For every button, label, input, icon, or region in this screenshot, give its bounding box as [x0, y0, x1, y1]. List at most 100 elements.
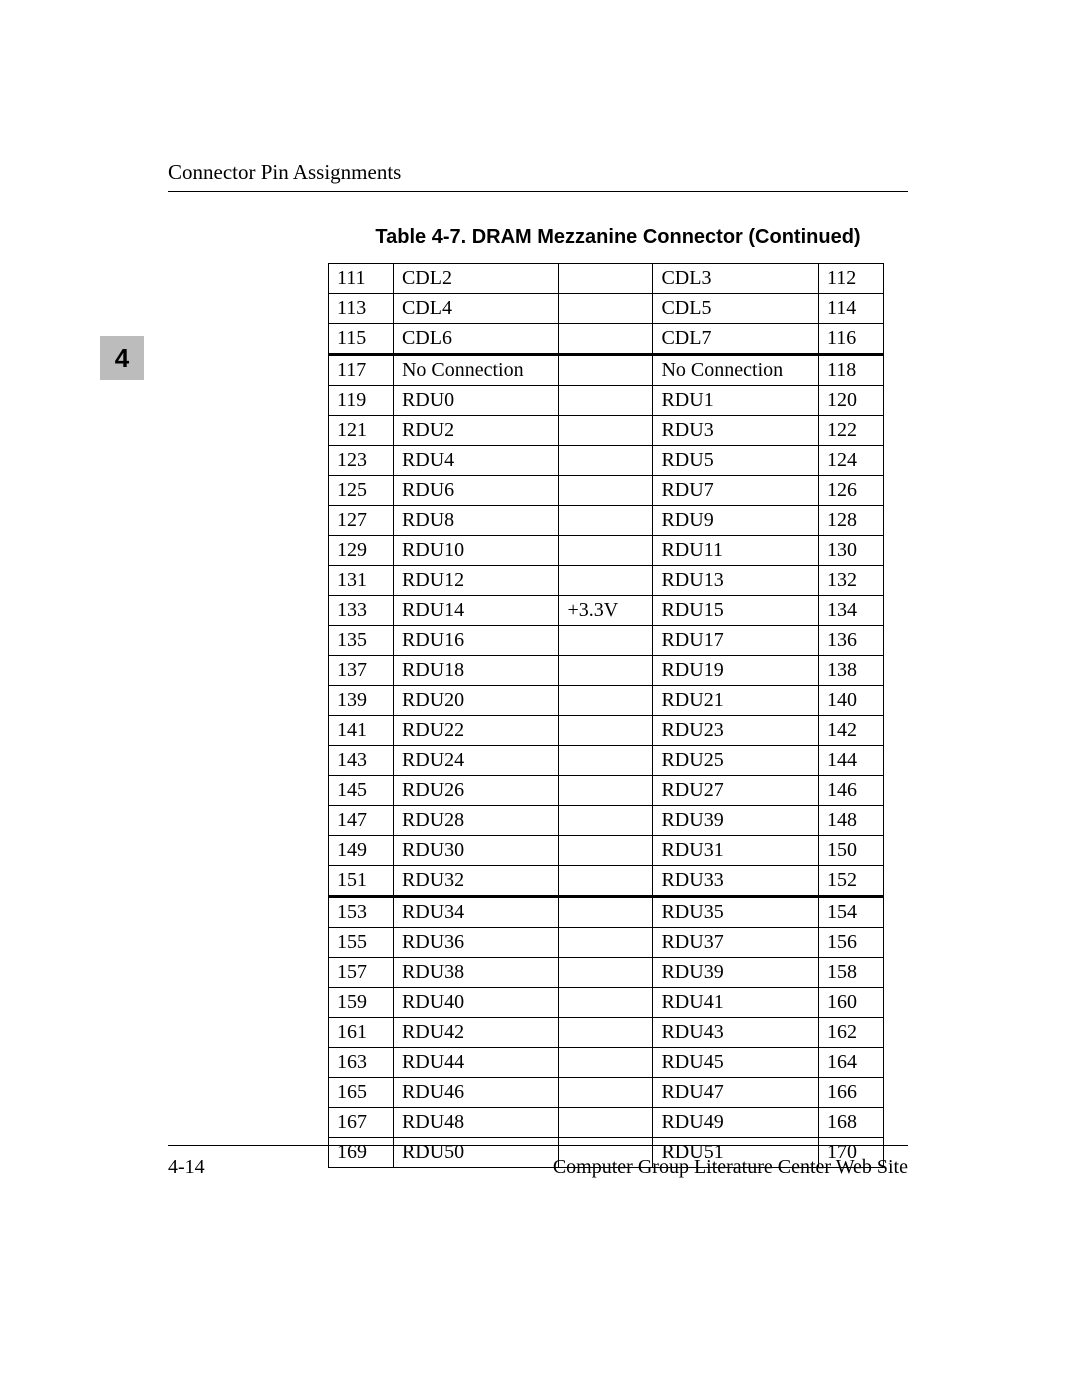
table-cell: RDU22 — [393, 716, 559, 746]
table-cell: 139 — [329, 686, 394, 716]
table-row: 127RDU8RDU9128 — [329, 506, 884, 536]
table-cell: 145 — [329, 776, 394, 806]
table-cell: 162 — [819, 1018, 884, 1048]
table-row: 147RDU28RDU39148 — [329, 806, 884, 836]
table-cell: RDU33 — [653, 866, 819, 897]
table-cell — [559, 416, 653, 446]
page-header: Connector Pin Assignments — [168, 160, 908, 192]
table-cell: 136 — [819, 626, 884, 656]
table-cell — [559, 897, 653, 928]
table-cell — [559, 566, 653, 596]
table-cell: 158 — [819, 958, 884, 988]
table-cell: RDU44 — [393, 1048, 559, 1078]
table-cell: RDU37 — [653, 928, 819, 958]
table-cell: CDL3 — [653, 264, 819, 294]
table-cell: RDU41 — [653, 988, 819, 1018]
table-row: 129RDU10RDU11130 — [329, 536, 884, 566]
table-cell: 121 — [329, 416, 394, 446]
table-cell — [559, 294, 653, 324]
table-cell: RDU14 — [393, 596, 559, 626]
table-cell — [559, 656, 653, 686]
table-cell — [559, 716, 653, 746]
table-cell — [559, 355, 653, 386]
table-cell — [559, 264, 653, 294]
table-cell: RDU12 — [393, 566, 559, 596]
table-cell — [559, 386, 653, 416]
table-cell: 119 — [329, 386, 394, 416]
pin-table: 111CDL2CDL3112113CDL4CDL5114115CDL6CDL71… — [328, 263, 884, 1168]
table-cell: RDU23 — [653, 716, 819, 746]
table-cell: RDU16 — [393, 626, 559, 656]
table-cell — [559, 776, 653, 806]
table-cell: RDU30 — [393, 836, 559, 866]
table-cell: RDU7 — [653, 476, 819, 506]
table-cell: RDU38 — [393, 958, 559, 988]
table-cell: 141 — [329, 716, 394, 746]
table-cell: RDU18 — [393, 656, 559, 686]
table-cell: RDU1 — [653, 386, 819, 416]
table-cell: 151 — [329, 866, 394, 897]
table-cell: RDU0 — [393, 386, 559, 416]
table-cell: 153 — [329, 897, 394, 928]
table-row: 149RDU30RDU31150 — [329, 836, 884, 866]
table-cell: RDU20 — [393, 686, 559, 716]
table-cell: 131 — [329, 566, 394, 596]
table-cell: 159 — [329, 988, 394, 1018]
table-cell — [559, 988, 653, 1018]
table-row: 137RDU18RDU19138 — [329, 656, 884, 686]
table-cell: 163 — [329, 1048, 394, 1078]
table-cell — [559, 1018, 653, 1048]
table-row: 161RDU42RDU43162 — [329, 1018, 884, 1048]
table-cell: 122 — [819, 416, 884, 446]
table-cell: 152 — [819, 866, 884, 897]
table-cell — [559, 686, 653, 716]
table-cell: RDU10 — [393, 536, 559, 566]
table-cell: 160 — [819, 988, 884, 1018]
table-row: 115CDL6CDL7116 — [329, 324, 884, 355]
table-row: 121RDU2RDU3122 — [329, 416, 884, 446]
table-cell — [559, 1048, 653, 1078]
chapter-tab: 4 — [100, 336, 144, 380]
table-cell: 124 — [819, 446, 884, 476]
table-cell — [559, 506, 653, 536]
table-cell: 132 — [819, 566, 884, 596]
table-row: 151RDU32 RDU33152 — [329, 866, 884, 897]
table-row: 125RDU6RDU7126 — [329, 476, 884, 506]
table-cell: 156 — [819, 928, 884, 958]
table-row: 143RDU24RDU25144 — [329, 746, 884, 776]
table-cell: 133 — [329, 596, 394, 626]
table-cell — [559, 324, 653, 355]
table-cell: 142 — [819, 716, 884, 746]
table-cell: 146 — [819, 776, 884, 806]
footer-site: Computer Group Literature Center Web Sit… — [553, 1156, 908, 1179]
table-row: 145RDU26RDU27146 — [329, 776, 884, 806]
table-row: 165RDU46RDU47166 — [329, 1078, 884, 1108]
table-cell: RDU39 — [653, 806, 819, 836]
table-cell: 112 — [819, 264, 884, 294]
table-cell: 138 — [819, 656, 884, 686]
table-cell: 144 — [819, 746, 884, 776]
table-cell: 134 — [819, 596, 884, 626]
table-cell: CDL2 — [393, 264, 559, 294]
table-cell: +3.3V — [559, 596, 653, 626]
table-cell — [559, 1078, 653, 1108]
table-cell: 164 — [819, 1048, 884, 1078]
table-cell — [559, 806, 653, 836]
table-cell: RDU21 — [653, 686, 819, 716]
table-cell: RDU3 — [653, 416, 819, 446]
table-cell: RDU36 — [393, 928, 559, 958]
table-cell: RDU19 — [653, 656, 819, 686]
table-cell: RDU5 — [653, 446, 819, 476]
table-row: 159RDU40RDU41160 — [329, 988, 884, 1018]
table-cell — [559, 836, 653, 866]
table-row: 131RDU12RDU13132 — [329, 566, 884, 596]
table-cell — [559, 928, 653, 958]
table-cell: RDU32 — [393, 866, 559, 897]
table-cell: RDU28 — [393, 806, 559, 836]
table-cell: 150 — [819, 836, 884, 866]
table-cell: CDL4 — [393, 294, 559, 324]
table-cell: RDU43 — [653, 1018, 819, 1048]
table-row: 133RDU14+3.3VRDU15134 — [329, 596, 884, 626]
table-row: 111CDL2CDL3112 — [329, 264, 884, 294]
table-cell: 157 — [329, 958, 394, 988]
